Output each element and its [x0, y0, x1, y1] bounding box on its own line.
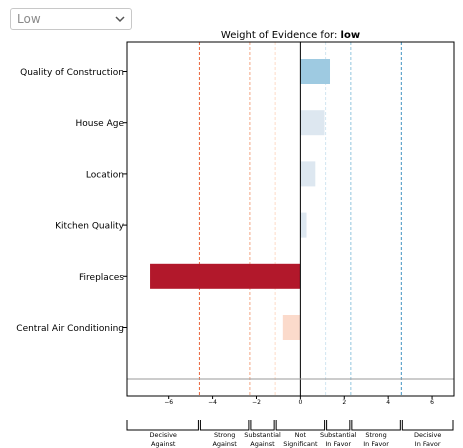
evidence-band-label: Decisive	[414, 431, 441, 439]
bar-fireplaces	[150, 263, 301, 289]
evidence-band-label: In Favor	[325, 440, 351, 448]
evidence-band-label: Not	[295, 431, 307, 439]
evidence-band-bracket	[199, 420, 250, 431]
evidence-band-label: Decisive	[150, 431, 177, 439]
y-tick-label: Fireplaces	[79, 273, 124, 283]
chevron-down-icon	[115, 16, 125, 23]
evidence-band-label: In Favor	[363, 440, 389, 448]
x-tick-label: 6	[430, 399, 434, 406]
evidence-band-label: Against	[250, 440, 275, 448]
y-tick-label: House Age	[76, 119, 125, 129]
evidence-band-label: Strong	[365, 431, 386, 439]
evidence-band-bracket	[351, 420, 401, 431]
y-tick-label: Quality of Construction	[20, 68, 124, 78]
bar-kitchen-quality	[300, 212, 307, 238]
x-tick-label: 4	[386, 399, 390, 406]
y-tick-label: Central Air Conditioning	[16, 324, 124, 334]
evidence-band-label: Substantial	[320, 431, 357, 439]
evidence-band-label: Substantial	[244, 431, 281, 439]
bar-location	[300, 161, 316, 187]
evidence-band-label: Against	[151, 440, 176, 448]
class-select-dropdown[interactable]: Low	[10, 8, 132, 30]
x-tick-label: −6	[164, 399, 173, 406]
x-tick-label: 2	[342, 399, 346, 406]
evidence-band-bracket	[326, 420, 351, 431]
chart-title: Weight of Evidence for: low	[221, 30, 360, 41]
evidence-band-bracket	[126, 420, 199, 431]
evidence-band-label: In Favor	[415, 440, 441, 448]
evidence-band-bracket	[275, 420, 326, 431]
evidence-band-label: Significant	[283, 440, 318, 448]
x-tick-label: −2	[252, 399, 261, 406]
evidence-band-label: Strong	[214, 431, 235, 439]
evidence-band-bracket	[401, 420, 454, 431]
bar-central-air-conditioning	[282, 315, 301, 340]
evidence-band-bracket	[250, 420, 275, 431]
y-tick-label: Kitchen Quality	[55, 222, 125, 232]
bar-quality-of-construction	[300, 59, 331, 84]
y-tick-label: Location	[86, 170, 124, 180]
dropdown-selected-value: Low	[17, 12, 41, 26]
bar-house-age	[300, 110, 325, 136]
x-tick-label: −4	[208, 399, 217, 406]
evidence-band-label: Against	[212, 440, 237, 448]
plot-frame	[126, 41, 455, 397]
x-tick-label: 0	[298, 399, 302, 406]
